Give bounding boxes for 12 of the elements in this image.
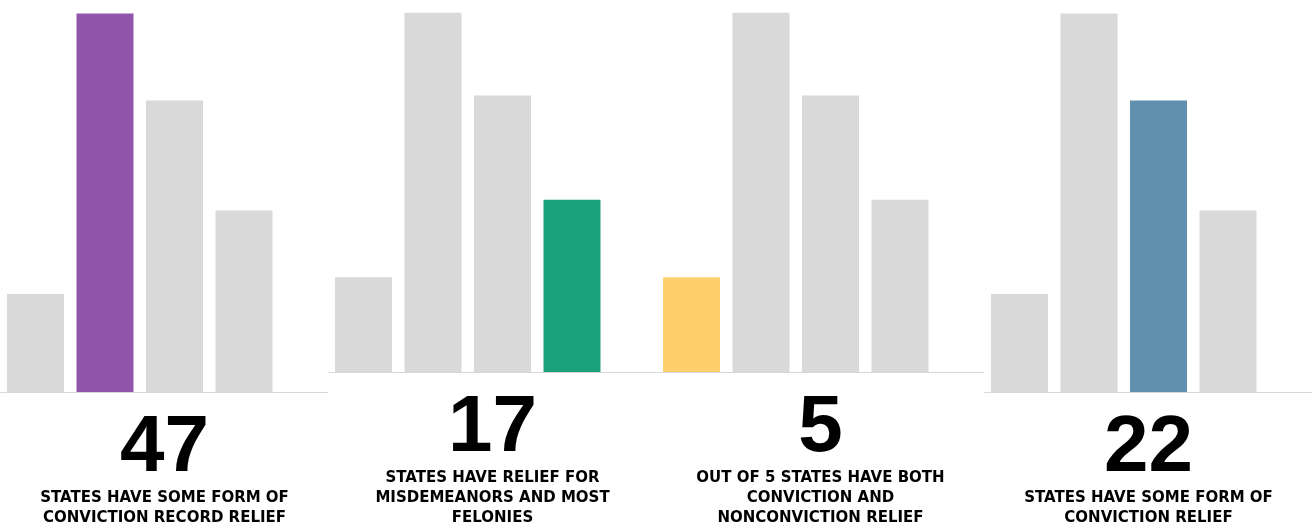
text: 5 xyxy=(798,378,843,468)
text: 47 xyxy=(120,398,209,488)
text: STATES HAVE SOME FORM OF CONVICTION RECORD RELIEF xyxy=(40,487,289,525)
bar xyxy=(543,199,601,373)
text: 22 xyxy=(1104,398,1193,488)
text: STATES HAVE SOME FORM OF CONVICTION RELIEF xyxy=(1024,487,1273,525)
bar xyxy=(76,13,134,393)
bar xyxy=(1130,100,1187,393)
bar xyxy=(663,277,721,373)
text: OUT OF 5 STATES HAVE BOTH CONVICTION AND NONCONVICTION RELIEF xyxy=(696,467,945,525)
text: STATES HAVE RELIEF FOR MISDEMEANORS AND MOST FELONIES xyxy=(375,467,611,525)
text: 17 xyxy=(448,378,537,468)
